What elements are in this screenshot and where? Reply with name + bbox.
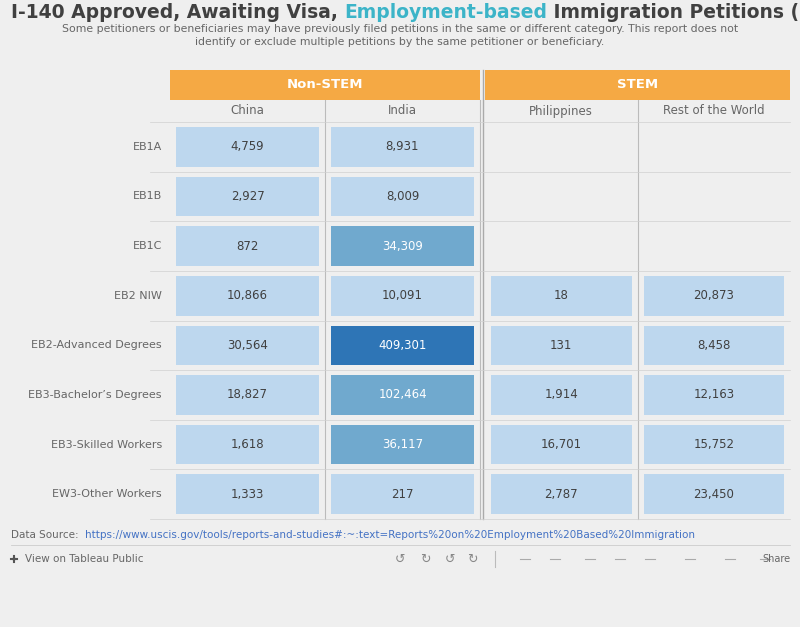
Text: 872: 872	[236, 240, 258, 253]
Text: Data Source:: Data Source:	[11, 530, 85, 540]
Text: 1,333: 1,333	[231, 488, 264, 501]
FancyBboxPatch shape	[176, 475, 319, 514]
Text: EB3-Skilled Workers: EB3-Skilled Workers	[50, 440, 162, 450]
FancyBboxPatch shape	[491, 325, 631, 365]
Text: 102,464: 102,464	[378, 389, 427, 401]
Text: 1,618: 1,618	[230, 438, 264, 451]
Text: ↻: ↻	[420, 552, 430, 566]
FancyBboxPatch shape	[491, 276, 631, 315]
Text: Employment-based: Employment-based	[344, 3, 547, 22]
FancyBboxPatch shape	[331, 226, 474, 266]
Text: 409,301: 409,301	[378, 339, 426, 352]
Text: 34,309: 34,309	[382, 240, 423, 253]
Text: Non-STEM: Non-STEM	[286, 78, 363, 92]
Text: 18: 18	[554, 289, 569, 302]
Text: Philippines: Philippines	[530, 105, 593, 117]
Text: EB1B: EB1B	[133, 191, 162, 201]
FancyBboxPatch shape	[170, 70, 480, 100]
Text: 23,450: 23,450	[694, 488, 734, 501]
Text: EW3-Other Workers: EW3-Other Workers	[52, 489, 162, 499]
Text: Rest of the World: Rest of the World	[663, 105, 765, 117]
Text: 15,752: 15,752	[694, 438, 734, 451]
FancyBboxPatch shape	[331, 475, 474, 514]
FancyBboxPatch shape	[176, 226, 319, 266]
Text: 20,873: 20,873	[694, 289, 734, 302]
FancyBboxPatch shape	[176, 127, 319, 167]
Text: EB1A: EB1A	[133, 142, 162, 152]
FancyBboxPatch shape	[331, 375, 474, 414]
Text: India: India	[388, 105, 417, 117]
FancyBboxPatch shape	[643, 325, 784, 365]
Text: 10,866: 10,866	[227, 289, 268, 302]
Text: 4,759: 4,759	[230, 140, 264, 154]
FancyBboxPatch shape	[491, 375, 631, 414]
FancyBboxPatch shape	[485, 70, 790, 100]
Text: EB3-Bachelor’s Degrees: EB3-Bachelor’s Degrees	[29, 390, 162, 400]
Text: https://www.uscis.gov/tools/reports-and-studies#:~:text=Reports%20on%20Employmen: https://www.uscis.gov/tools/reports-and-…	[85, 530, 695, 540]
FancyBboxPatch shape	[176, 424, 319, 465]
Text: 12,163: 12,163	[693, 389, 734, 401]
Text: EB2-Advanced Degrees: EB2-Advanced Degrees	[31, 340, 162, 350]
Text: China: China	[230, 105, 265, 117]
FancyBboxPatch shape	[643, 424, 784, 465]
FancyBboxPatch shape	[176, 375, 319, 414]
Text: 18,827: 18,827	[227, 389, 268, 401]
Text: 217: 217	[391, 488, 414, 501]
FancyBboxPatch shape	[176, 276, 319, 315]
Text: ↻: ↻	[466, 552, 478, 566]
FancyBboxPatch shape	[643, 375, 784, 414]
FancyBboxPatch shape	[331, 127, 474, 167]
FancyBboxPatch shape	[331, 177, 474, 216]
FancyBboxPatch shape	[331, 325, 474, 365]
Text: identify or exclude multiple petitions by the same petitioner or beneficiary.: identify or exclude multiple petitions b…	[195, 37, 605, 47]
Text: 8,009: 8,009	[386, 190, 419, 203]
Text: I-140 Approved, Awaiting Visa,: I-140 Approved, Awaiting Visa,	[11, 3, 344, 22]
Text: EB1C: EB1C	[133, 241, 162, 251]
Text: 30,564: 30,564	[227, 339, 268, 352]
Text: Immigration Petitions (Nov 2023): Immigration Petitions (Nov 2023)	[547, 3, 800, 22]
Text: 131: 131	[550, 339, 573, 352]
Text: 10,091: 10,091	[382, 289, 423, 302]
Text: Some petitioners or beneficiaries may have previously filed petitions in the sam: Some petitioners or beneficiaries may ha…	[62, 24, 738, 34]
FancyBboxPatch shape	[176, 325, 319, 365]
Text: 36,117: 36,117	[382, 438, 423, 451]
FancyBboxPatch shape	[643, 276, 784, 315]
Text: 2,787: 2,787	[545, 488, 578, 501]
Text: 1,914: 1,914	[544, 389, 578, 401]
FancyBboxPatch shape	[491, 424, 631, 465]
FancyBboxPatch shape	[331, 276, 474, 315]
Text: 8,931: 8,931	[386, 140, 419, 154]
Text: EB2 NIW: EB2 NIW	[114, 291, 162, 301]
FancyBboxPatch shape	[643, 475, 784, 514]
Text: View on Tableau Public: View on Tableau Public	[25, 554, 143, 564]
FancyBboxPatch shape	[176, 177, 319, 216]
Text: ↺: ↺	[445, 552, 455, 566]
FancyBboxPatch shape	[331, 424, 474, 465]
FancyBboxPatch shape	[491, 475, 631, 514]
Text: ↺: ↺	[394, 552, 406, 566]
Text: 8,458: 8,458	[697, 339, 730, 352]
Text: STEM: STEM	[617, 78, 658, 92]
Text: 2,927: 2,927	[230, 190, 264, 203]
Text: 16,701: 16,701	[541, 438, 582, 451]
Text: Share: Share	[762, 554, 790, 564]
